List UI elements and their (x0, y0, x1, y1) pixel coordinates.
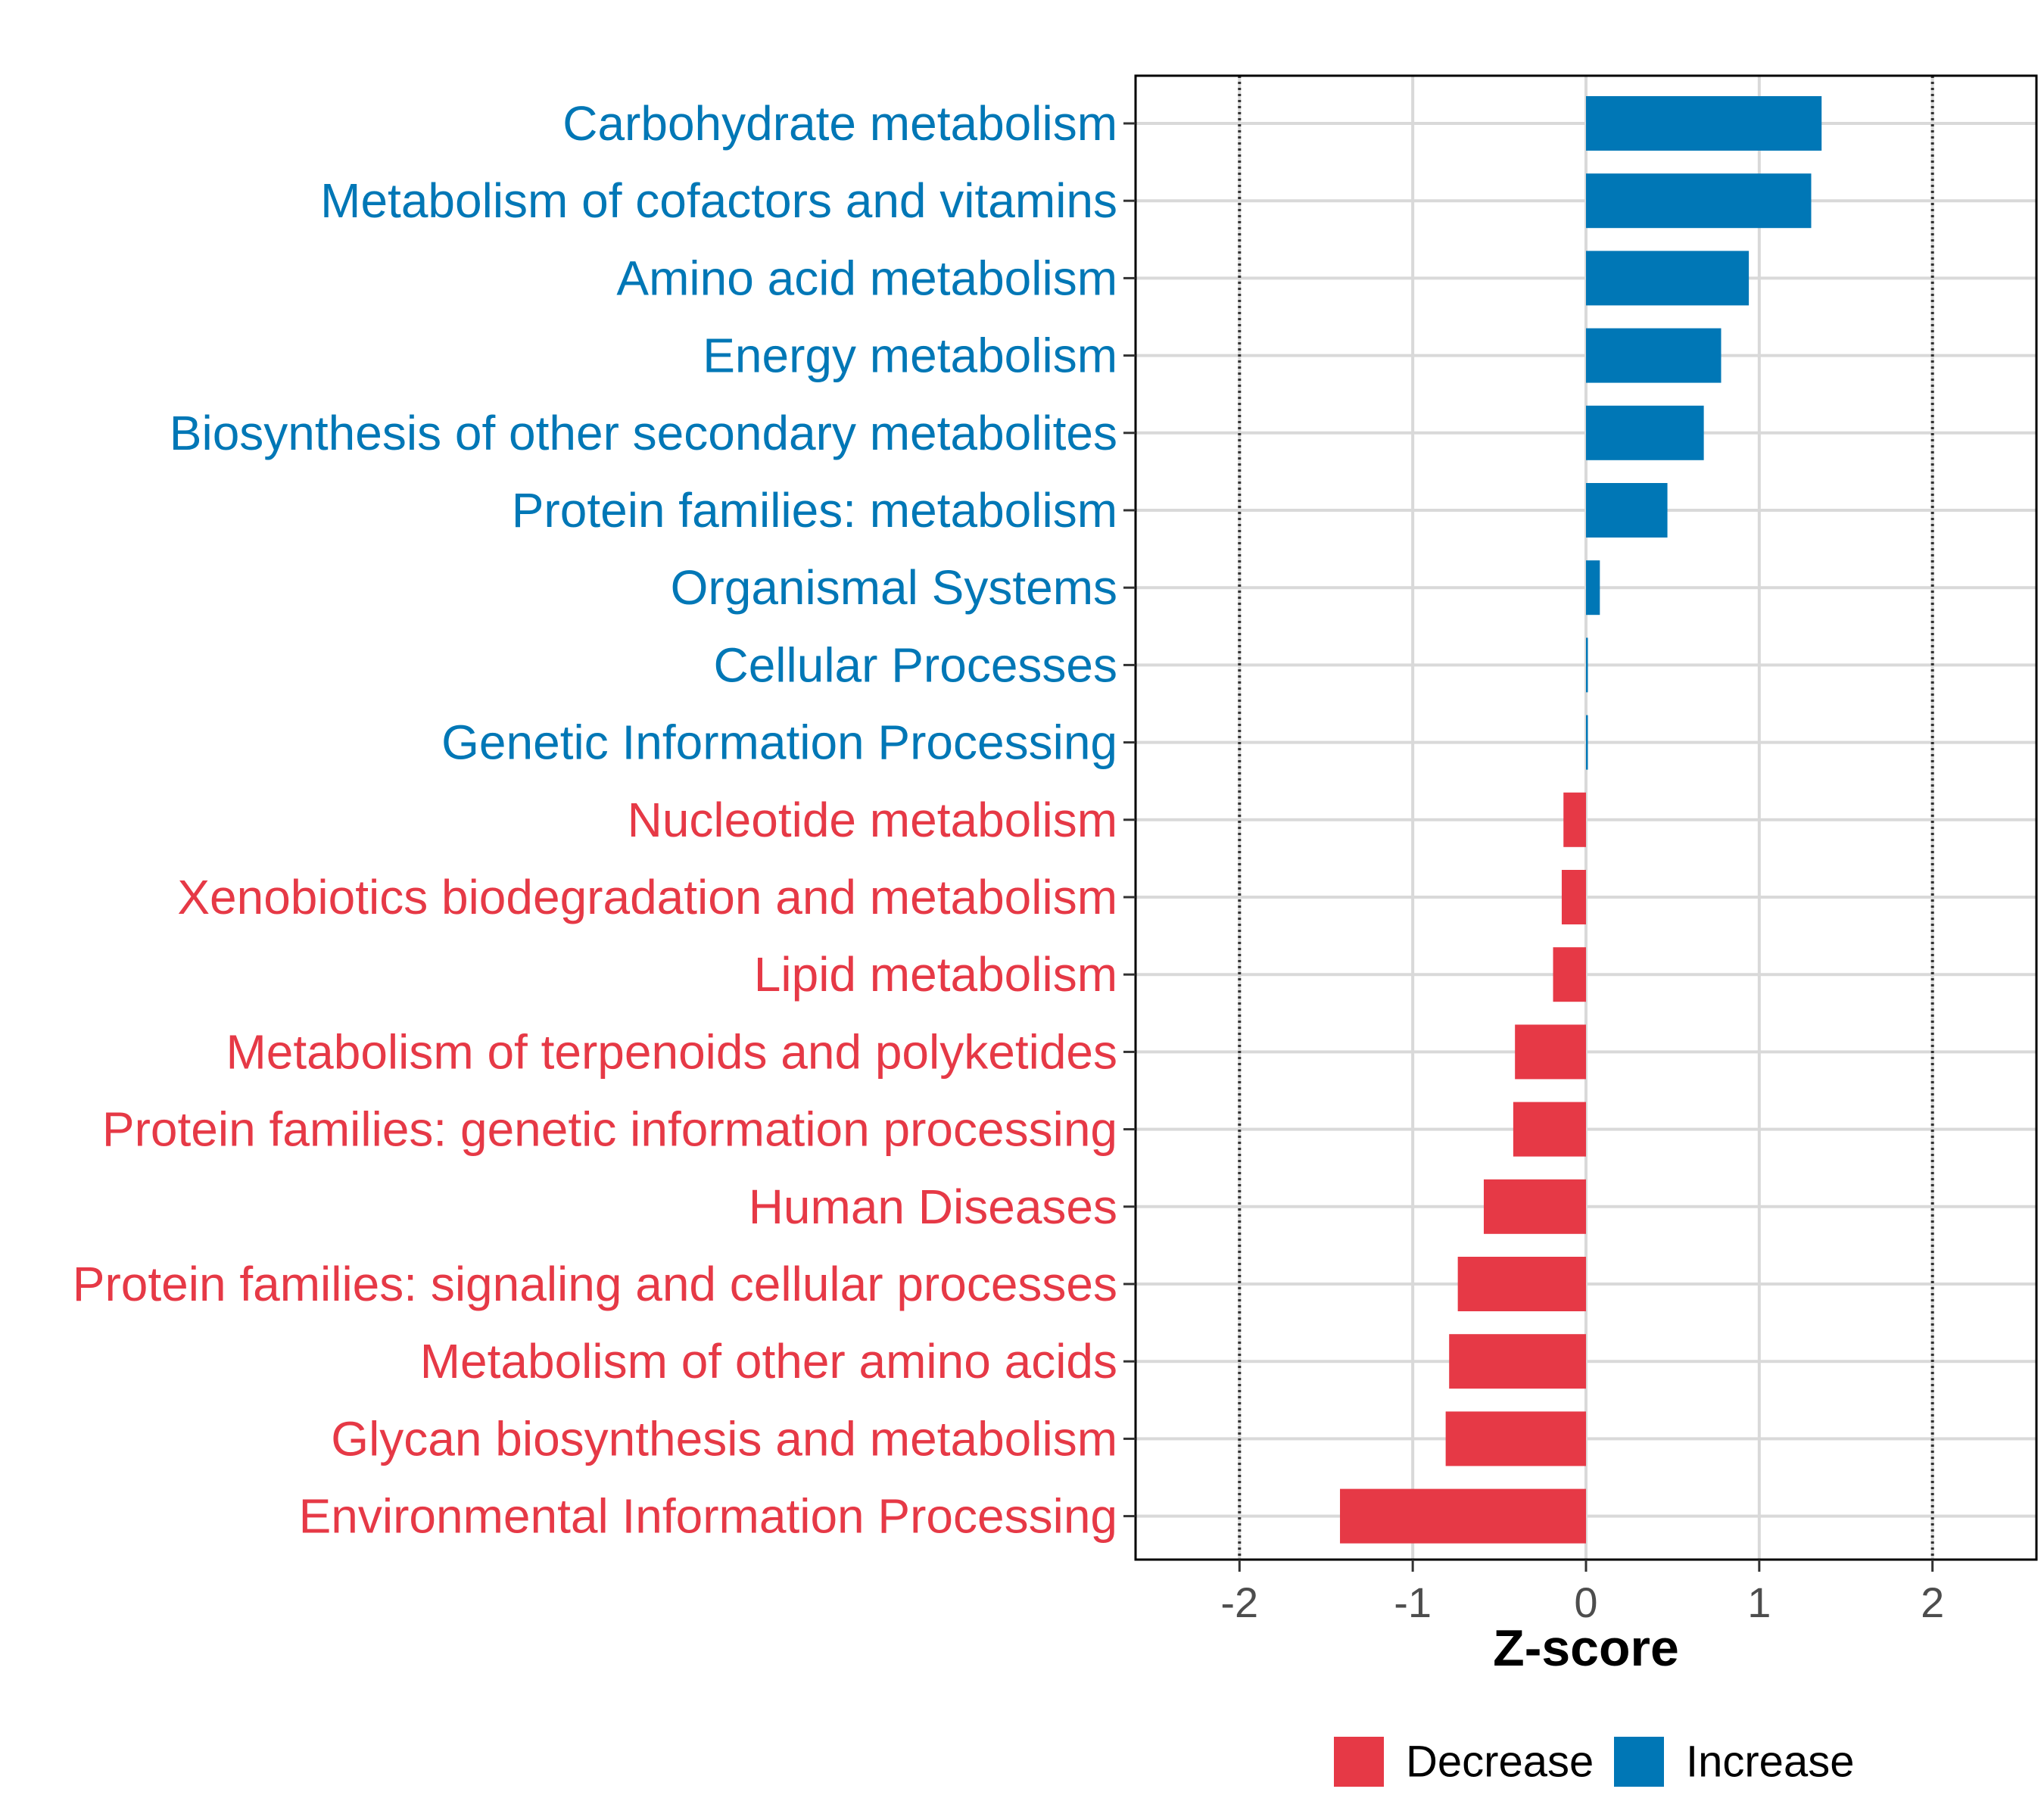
x-tick-label: -1 (1394, 1579, 1432, 1626)
bar (1586, 173, 1812, 229)
bar (1553, 947, 1586, 1002)
legend-label: Decrease (1406, 1738, 1594, 1787)
bar (1586, 637, 1588, 693)
category-label: Metabolism of terpenoids and polyketides (226, 1024, 1117, 1079)
x-tick-label: 2 (1921, 1579, 1944, 1626)
x-axis-ticks: -2 -1 0 1 2 (1220, 1560, 1944, 1626)
category-label: Amino acid metabolism (616, 251, 1117, 305)
category-label: Lipid metabolism (754, 947, 1117, 1002)
category-label: Xenobiotics biodegradation and metabolis… (177, 870, 1117, 924)
x-tick-label: -2 (1220, 1579, 1258, 1626)
category-label: Nucleotide metabolism (628, 793, 1117, 847)
bar (1340, 1488, 1586, 1544)
category-label: Energy metabolism (703, 329, 1117, 383)
category-label: Organismal Systems (671, 560, 1117, 615)
bar (1483, 1179, 1586, 1234)
y-axis-ticks (1123, 122, 1136, 1518)
bar (1445, 1411, 1586, 1466)
category-label: Biosynthesis of other secondary metaboli… (170, 406, 1117, 460)
bar (1586, 251, 1750, 306)
category-label: Glycan biosynthesis and metabolism (331, 1411, 1117, 1466)
bar (1561, 870, 1586, 924)
legend-label: Increase (1686, 1738, 1854, 1787)
bar (1515, 1024, 1586, 1080)
category-label: Carbohydrate metabolism (562, 96, 1117, 151)
bar (1586, 560, 1600, 616)
legend: Decrease Increase (1334, 1737, 1854, 1787)
category-label: Protein families: signaling and cellular… (73, 1257, 1117, 1311)
x-tick-label: 0 (1574, 1579, 1597, 1626)
bar (1457, 1257, 1586, 1311)
reference-lines (1238, 76, 1934, 1560)
bar (1586, 405, 1704, 460)
bar (1586, 96, 1822, 151)
legend-swatch (1614, 1737, 1664, 1787)
bar (1586, 715, 1588, 770)
category-label: Metabolism of other amino acids (420, 1334, 1117, 1388)
x-tick-label: 1 (1747, 1579, 1771, 1626)
y-axis-labels: Carbohydrate metabolism Metabolism of cof… (73, 96, 1117, 1544)
category-label: Genetic Information Processing (441, 715, 1117, 770)
category-label: Human Diseases (749, 1180, 1117, 1234)
category-label: Cellular Processes (713, 637, 1117, 692)
bars (1340, 96, 1822, 1544)
bar (1586, 483, 1668, 538)
category-label: Protein families: genetic information pr… (102, 1102, 1117, 1157)
x-axis-title: Z-score (1493, 1619, 1679, 1677)
bar (1449, 1334, 1586, 1389)
bar (1586, 328, 1722, 383)
bar (1513, 1102, 1586, 1157)
category-label: Metabolism of cofactors and vitamins (320, 173, 1117, 228)
legend-swatch (1334, 1737, 1384, 1787)
category-label: Environmental Information Processing (299, 1489, 1117, 1544)
category-label: Protein families: metabolism (512, 483, 1117, 538)
bar (1563, 792, 1586, 847)
